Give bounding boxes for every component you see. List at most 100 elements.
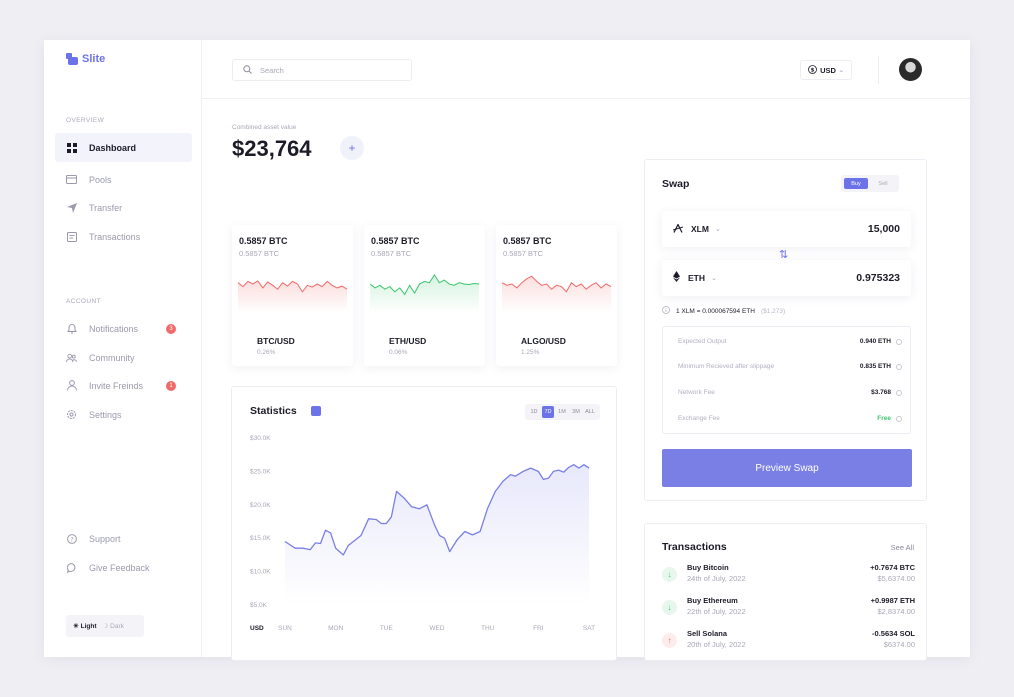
info-icon[interactable]	[896, 363, 902, 370]
chevron-down-icon: ⌄	[714, 226, 721, 233]
info-icon[interactable]	[896, 415, 902, 422]
range-tab-7d[interactable]: 7D	[542, 406, 554, 418]
sparkline-eth	[369, 273, 480, 313]
theme-light-option[interactable]: ☀ Light	[73, 623, 97, 630]
statistics-title: Statistics	[250, 405, 297, 417]
asset-pair: ETH/USD	[389, 336, 427, 346]
sidebar-item-community[interactable]: Community	[55, 343, 192, 372]
transaction-name: Buy Bitcoin	[687, 563, 729, 572]
swap-to-amount[interactable]: 0.975323	[856, 272, 900, 284]
asset-card-algo[interactable]: 0.5857 BTC 0.5857 BTC ALGO/USD 1.25%	[496, 225, 617, 366]
add-asset-button[interactable]: +	[340, 136, 364, 160]
buy-tab[interactable]: Buy	[844, 178, 868, 189]
range-tab-1d[interactable]: 1D	[530, 409, 538, 415]
search-input[interactable]	[260, 65, 400, 75]
app-logo[interactable]: Slite	[66, 53, 105, 65]
preview-swap-button[interactable]: Preview Swap	[662, 449, 912, 487]
asset-pair: BTC/USD	[257, 336, 295, 346]
sidebar-item-label: Invite Freinds	[89, 380, 144, 391]
info-icon[interactable]	[896, 338, 902, 345]
gear-icon	[66, 409, 77, 420]
sidebar-item-pools[interactable]: Pools	[55, 165, 192, 194]
series-line	[284, 464, 590, 556]
transaction-row[interactable]: ↑ Sell Solana 20th of July, 2022 -0.5634…	[662, 628, 915, 654]
sparkline-area	[502, 276, 611, 313]
asset-subamount: 0.5857 BTC	[503, 249, 544, 258]
sidebar-item-label: Support	[89, 533, 121, 544]
y-tick-label: $30.0K	[250, 435, 271, 442]
avatar[interactable]	[899, 58, 922, 81]
sidebar-item-support[interactable]: ? Support	[55, 524, 192, 553]
help-icon: ?	[66, 533, 77, 544]
theme-dark-option[interactable]: ☽ Dark	[102, 623, 124, 630]
receipt-icon	[66, 231, 77, 242]
sidebar-item-label: Dashboard	[89, 142, 137, 153]
fee-row: Network Fee $3.768	[678, 389, 902, 396]
grid-icon	[66, 142, 77, 153]
swap-from-row[interactable]: XLM ⌄ 15,000	[662, 211, 911, 247]
theme-toggle[interactable]: ☀ Light ☽ Dark	[66, 615, 144, 637]
y-tick-label: $25.0K	[250, 468, 271, 475]
user-icon	[66, 380, 77, 391]
fee-label: Expected Output	[678, 338, 727, 345]
range-tab-1m[interactable]: 1M	[558, 409, 566, 415]
sell-tab[interactable]: Sell	[878, 180, 888, 187]
svg-text:$: $	[811, 67, 815, 73]
x-tick-label: SAT	[583, 625, 595, 632]
sidebar-item-dashboard[interactable]: Dashboard	[55, 133, 192, 162]
y-tick-label: $5.0K	[250, 602, 268, 609]
transaction-row[interactable]: ↓ Buy Ethereum 22th of July, 2022 +0.998…	[662, 595, 915, 621]
chevron-down-icon: ⌄	[838, 67, 844, 74]
swap-from-amount[interactable]: 15,000	[867, 223, 900, 235]
fee-row: Exchange Fee Free	[678, 415, 902, 422]
sidebar-item-label: Notifications	[89, 323, 139, 334]
transactions-title: Transactions	[662, 541, 727, 553]
sidebar-item-notifications[interactable]: Notifications 3	[55, 314, 192, 343]
sidebar-item-label: Community	[89, 352, 135, 363]
fee-label: Exchange Fee	[678, 415, 720, 422]
sidebar-item-transactions[interactable]: Transactions	[55, 222, 192, 251]
transaction-date: 20th of July, 2022	[687, 640, 746, 649]
currency-selector[interactable]: $ USD ⌄	[800, 60, 852, 80]
asset-card-btc[interactable]: 0.5857 BTC 0.5857 BTC BTC/USD 0.26%	[232, 225, 353, 366]
swap-direction-icon[interactable]: ⇅	[779, 249, 789, 261]
buy-sell-toggle: Buy Sell	[841, 175, 899, 192]
sparkline-line	[369, 273, 480, 296]
transaction-usd: $5,6374.00	[877, 574, 915, 583]
x-tick-label: WED	[429, 625, 444, 632]
transaction-amount: +0.9987 ETH	[870, 596, 915, 605]
transaction-name: Sell Solana	[687, 629, 728, 638]
asset-amount: 0.5857 BTC	[503, 236, 552, 246]
asset-pair: ALGO/USD	[521, 336, 566, 346]
sidebar-item-invite-friends[interactable]: Invite Freinds 1	[55, 371, 192, 400]
transactions-card: Transactions See All ↓ Buy Bitcoin 24th …	[644, 523, 927, 661]
chart-icon[interactable]	[311, 406, 321, 416]
search-icon	[243, 61, 252, 79]
logo-icon	[66, 53, 78, 65]
range-tab-all[interactable]: ALL	[585, 409, 595, 415]
y-tick-label: $20.0K	[250, 502, 271, 509]
swap-to-row[interactable]: ETH ⌄ 0.975323	[662, 260, 911, 296]
x-axis-label: USD	[250, 625, 264, 632]
y-tick-label: $15.0K	[250, 535, 271, 542]
fee-value: 0.835 ETH	[859, 363, 891, 370]
asset-amount: 0.5857 BTC	[239, 236, 288, 246]
search-box[interactable]	[232, 59, 412, 81]
chevron-down-icon: ⌄	[711, 275, 717, 282]
fee-value: Free	[877, 415, 891, 422]
sidebar-item-feedback[interactable]: Give Feedback	[55, 553, 192, 582]
range-tab-3m[interactable]: 3M	[572, 409, 580, 415]
sidebar-item-transfer[interactable]: Transfer	[55, 193, 192, 222]
info-icon[interactable]	[896, 389, 902, 396]
see-all-link[interactable]: See All	[890, 543, 914, 552]
info-icon	[662, 306, 670, 316]
fee-row: Minimum Recieved after slippage 0.835 ET…	[678, 363, 902, 370]
asset-card-eth[interactable]: 0.5857 BTC 0.5857 BTC ETH/USD 0.06%	[364, 225, 485, 366]
chat-icon	[66, 562, 77, 573]
transaction-usd: $2,8374.00	[877, 607, 915, 616]
transaction-row[interactable]: ↓ Buy Bitcoin 24th of July, 2022 +0.7674…	[662, 562, 915, 588]
sparkline-area	[370, 274, 479, 313]
transaction-amount: -0.5634 SOL	[872, 629, 915, 638]
sidebar-item-settings[interactable]: Settings	[55, 400, 192, 429]
currency-label: USD	[820, 65, 836, 75]
